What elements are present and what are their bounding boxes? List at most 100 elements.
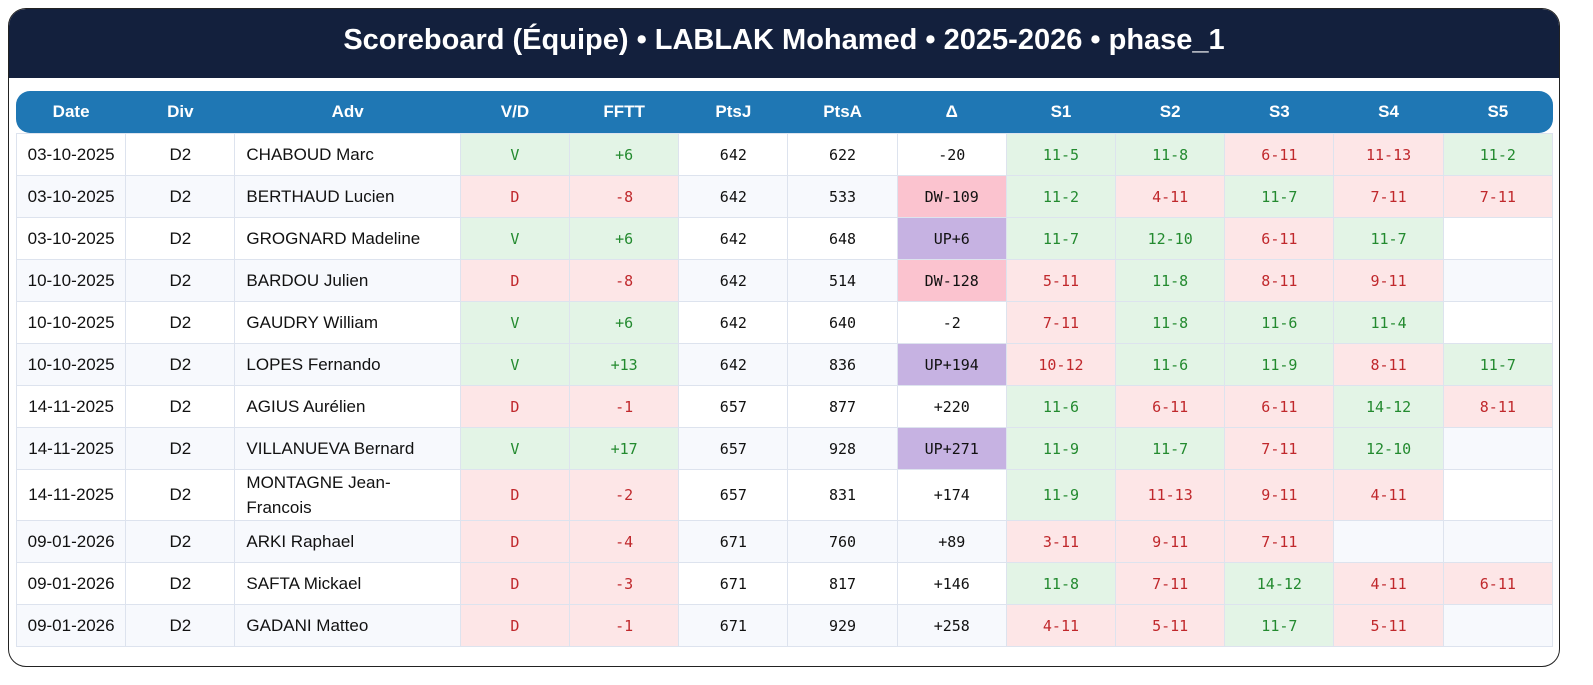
cell: 10-10-2025 (15, 301, 127, 344)
row: 03-10-2025 D2 CHABOUD Marc V +6 642 622 -20 11-5… (15, 133, 1554, 176)
cell: 11-4 (1333, 301, 1444, 344)
cell: 03-10-2025 (15, 217, 127, 260)
cell: 11-5 (1005, 133, 1117, 176)
cell: 11-8 (1115, 259, 1226, 302)
cell: 8-11 (1333, 343, 1444, 386)
cell: -20 (896, 133, 1007, 176)
name: GAUDRY William (246, 313, 379, 332)
cell: UP+194 (896, 343, 1007, 386)
cell: 10-10-2025 (15, 343, 127, 386)
cell: 11-7 (1005, 217, 1117, 260)
cell: D (459, 520, 571, 563)
cell: 6-11 (1224, 133, 1335, 176)
cell: +258 (896, 604, 1007, 647)
table: Date Div Adv V/D FFTT PtsJ PtsA Δ S1 S2 S3 S4 S5 03-… (15, 91, 1554, 647)
cell: D2 (125, 469, 236, 521)
column-header: S4 (1378, 102, 1399, 121)
cell: 9-11 (1115, 520, 1226, 563)
cell: D (459, 604, 571, 647)
row: 10-10-2025 D2 GAUDRY William V +6 642 640 -2 7-1… (15, 301, 1554, 344)
cell: 642 (678, 175, 789, 218)
cell: D (459, 175, 571, 218)
cell: V (459, 133, 571, 176)
row: 14-11-2025 D2 MONTAGNE Jean-Francois D -2 657… (15, 469, 1554, 521)
cell: 03-10-2025 (15, 175, 127, 218)
cell: 14-11-2025 (15, 427, 127, 470)
cell: 648 (787, 217, 898, 260)
cell: -8 (569, 175, 680, 218)
cell: 6-11 (1442, 562, 1554, 605)
cell: D2 (125, 259, 236, 302)
cell: ARKI Raphael (234, 520, 461, 563)
cell: 5-11 (1005, 259, 1117, 302)
cell: 14-11-2025 (15, 385, 127, 428)
cell: D2 (125, 301, 236, 344)
cell (1333, 520, 1444, 563)
name: ARKI Raphael (246, 532, 355, 551)
cell: +89 (896, 520, 1007, 563)
scoreboard: Scoreboard (Équipe) • LABLAK Mohamed • 2… (8, 8, 1560, 667)
cell: 4-11 (1115, 175, 1226, 218)
cell: 642 (678, 259, 789, 302)
cell: 14-11-2025 (15, 469, 127, 521)
column-header: PtsJ (715, 102, 752, 121)
cell: 10-10-2025 (15, 259, 127, 302)
cell: D2 (125, 343, 236, 386)
cell: D (459, 259, 571, 302)
cell: V (459, 217, 571, 260)
cell: 11-7 (1224, 175, 1335, 218)
cell: 831 (787, 469, 898, 521)
cell: DW-109 (896, 175, 1007, 218)
cell: -2 (896, 301, 1007, 344)
cell: 642 (678, 301, 789, 344)
cell: 09-01-2026 (15, 520, 127, 563)
cell: 14-12 (1224, 562, 1335, 605)
cell: 671 (678, 562, 789, 605)
row: 14-11-2025 D2 AGIUS Aurélien D -1 657 877 +220 1… (15, 385, 1554, 428)
column-header: FFTT (603, 102, 645, 121)
column-header: Div (167, 102, 194, 121)
cell: 4-11 (1333, 469, 1444, 521)
cell: UP+6 (896, 217, 1007, 260)
column-header: S3 (1268, 102, 1290, 121)
cell: 7-11 (1442, 175, 1554, 218)
cell: -8 (569, 259, 680, 302)
column-header: S1 (1050, 102, 1072, 121)
cell: GROGNARD Madeline (234, 217, 461, 260)
cell: +146 (896, 562, 1007, 605)
cell: 928 (787, 427, 898, 470)
cell: 6-11 (1224, 385, 1335, 428)
cell: 11-7 (1442, 343, 1554, 386)
cell: D (459, 385, 571, 428)
cell: GADANI Matteo (234, 604, 461, 647)
cell: D2 (125, 520, 236, 563)
cell: 10-12 (1005, 343, 1117, 386)
cell: 7-11 (1224, 427, 1335, 470)
header-row: Date Div Adv V/D FFTT PtsJ PtsA Δ S1 S2 S3 S4 S5 (17, 91, 1553, 134)
name: BERTHAUD Lucien (246, 187, 395, 206)
cell: 3-11 (1005, 520, 1117, 563)
cell: 642 (678, 217, 789, 260)
cell: 7-11 (1005, 301, 1117, 344)
name: VILLANUEVA Bernard (246, 439, 415, 458)
cell: D2 (125, 427, 236, 470)
cell: BARDOU Julien (234, 259, 461, 302)
cell: 7-11 (1115, 562, 1226, 605)
title: Scoreboard (Équipe) • LABLAK Mohamed • 2… (9, 9, 1559, 78)
cell: 11-6 (1005, 385, 1117, 428)
cell: 5-11 (1333, 604, 1444, 647)
cell: 11-8 (1115, 301, 1226, 344)
cell: 11-2 (1442, 133, 1554, 176)
cell: 09-01-2026 (15, 562, 127, 605)
cell: 4-11 (1005, 604, 1117, 647)
cell: MONTAGNE Jean-Francois (234, 469, 461, 521)
row: 10-10-2025 D2 LOPES Fernando V +13 642 836 UP+1… (15, 343, 1554, 386)
name: CHABOUD Marc (246, 145, 374, 164)
cell: BERTHAUD Lucien (234, 175, 461, 218)
cell: 14-12 (1333, 385, 1444, 428)
cell: AGIUS Aurélien (234, 385, 461, 428)
cell: 11-6 (1224, 301, 1335, 344)
cell: 11-2 (1005, 175, 1117, 218)
cell: D (459, 562, 571, 605)
cell (1442, 604, 1554, 647)
